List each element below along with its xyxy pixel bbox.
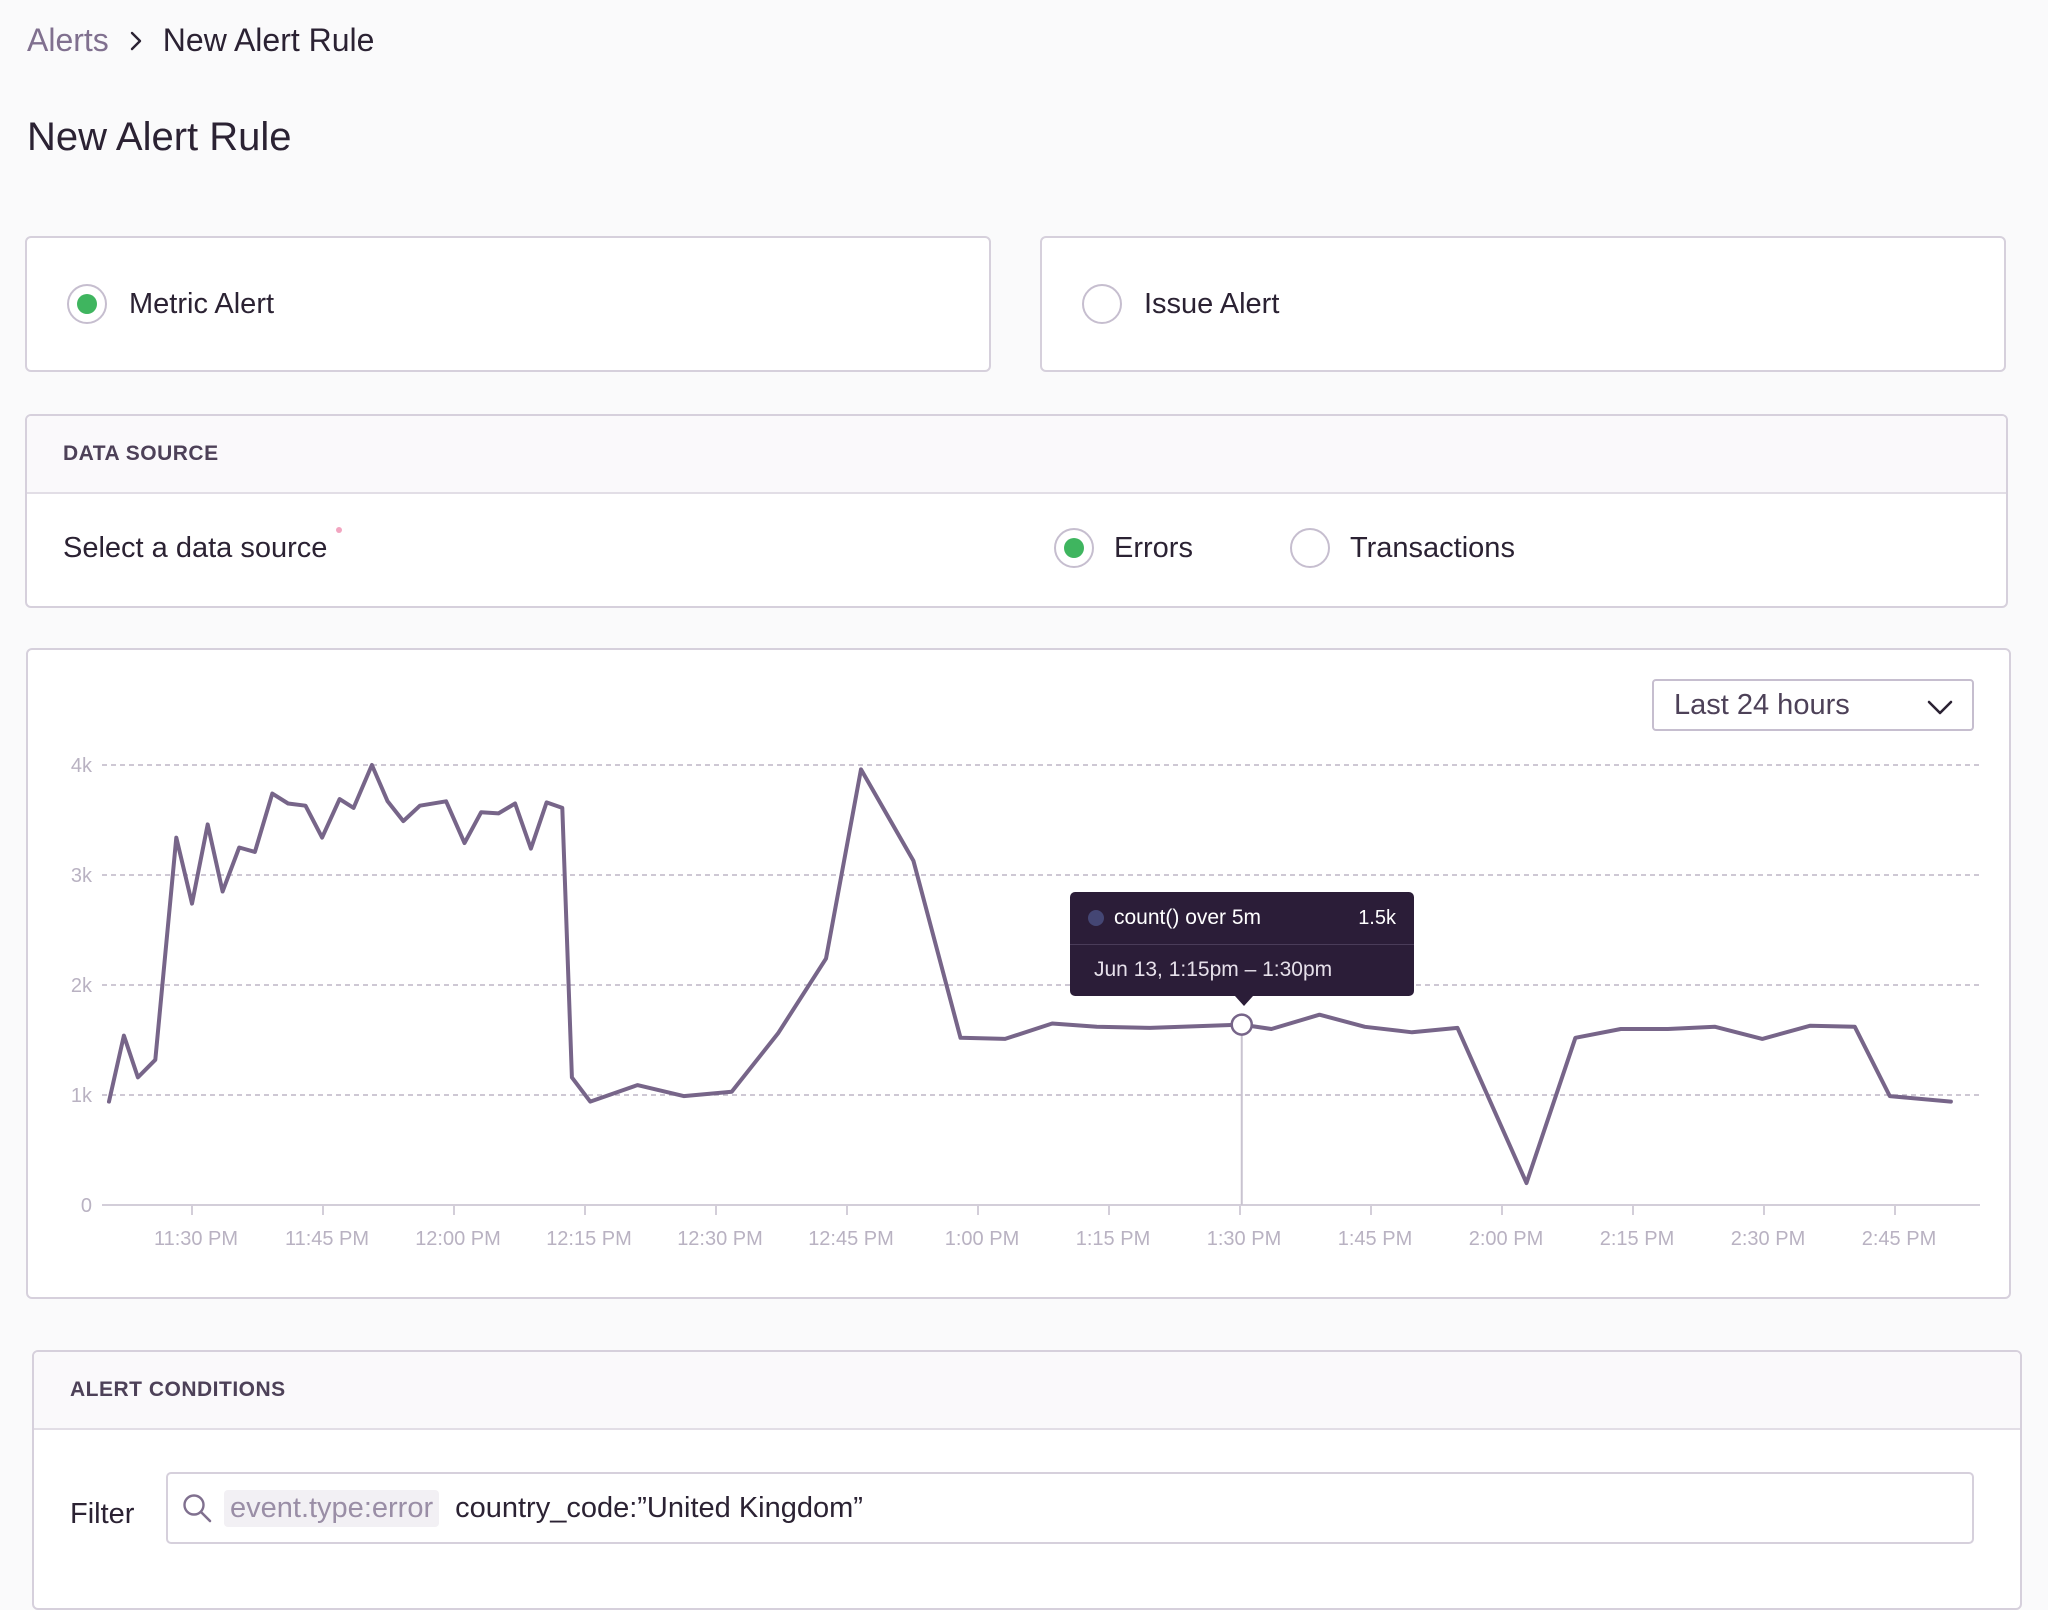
- time-range-value: Last 24 hours: [1674, 688, 1850, 721]
- x-tick-label: 2:30 PM: [1731, 1228, 1805, 1250]
- tooltip-time-range: Jun 13, 1:15pm – 1:30pm: [1094, 958, 1333, 981]
- filter-token[interactable]: event.type:error: [224, 1489, 440, 1527]
- y-tick-label: 2k: [71, 975, 93, 997]
- page-title: New Alert Rule: [27, 115, 292, 159]
- y-tick-label: 1k: [71, 1085, 93, 1107]
- x-tick-label: 11:45 PM: [285, 1228, 369, 1250]
- tooltip-series-name: count() over 5m: [1114, 906, 1262, 929]
- chart-panel: 0 1k 2k 3k 4k 11:30 PM 11:45 PM 12:00 PM 12:15 P…: [26, 648, 2011, 1299]
- radio-selected-dot: [1064, 538, 1084, 558]
- data-source-label: Select a data source: [63, 532, 328, 564]
- alert-conditions-header: ALERT CONDITIONS: [34, 1352, 2020, 1430]
- filter-query-text[interactable]: country_code:”United Kingdom”: [455, 1491, 863, 1524]
- series-color-dot: [1088, 910, 1104, 926]
- search-icon: [180, 1491, 214, 1525]
- y-tick-label: 3k: [71, 865, 93, 887]
- series-line: [107, 763, 1953, 1185]
- chart-tooltip: count() over 5m 1.5k Jun 13, 1:15pm – 1:…: [1070, 892, 1414, 1006]
- errors-option[interactable]: Errors: [1054, 528, 1193, 568]
- metric-alert-label: Metric Alert: [129, 287, 275, 320]
- metric-alert-radio[interactable]: [67, 284, 107, 324]
- issue-alert-option[interactable]: Issue Alert: [1040, 236, 2006, 372]
- breadcrumb-current: New Alert Rule: [162, 22, 375, 58]
- x-tick-label: 2:45 PM: [1862, 1228, 1936, 1250]
- errors-label: Errors: [1114, 531, 1193, 564]
- radio-selected-dot: [77, 294, 97, 314]
- filter-search-input[interactable]: event.type:error country_code:”United Ki…: [166, 1472, 1974, 1544]
- issue-alert-radio[interactable]: [1082, 284, 1122, 324]
- x-tick-label: 12:30 PM: [677, 1228, 763, 1250]
- filter-label: Filter: [70, 1498, 135, 1530]
- x-tick-label: 1:45 PM: [1338, 1228, 1412, 1250]
- x-tick-label: 1:30 PM: [1207, 1228, 1281, 1250]
- x-tick-label: 12:00 PM: [415, 1228, 501, 1250]
- metric-alert-option[interactable]: Metric Alert: [25, 236, 991, 372]
- transactions-label: Transactions: [1350, 531, 1515, 564]
- tooltip-arrow: [1235, 996, 1253, 1006]
- issue-alert-label: Issue Alert: [1144, 287, 1280, 320]
- x-tick-label: 1:00 PM: [945, 1228, 1019, 1250]
- x-tick-label: 2:00 PM: [1469, 1228, 1543, 1250]
- x-tick-label: 2:15 PM: [1600, 1228, 1674, 1250]
- chevron-right-icon: [129, 30, 143, 52]
- tooltip-value: 1.5k: [1358, 906, 1396, 929]
- x-tick-label: 12:15 PM: [546, 1228, 632, 1250]
- chevron-down-icon: [1926, 693, 1954, 726]
- y-tick-label: 0: [81, 1195, 92, 1217]
- y-tick-label: 4k: [71, 755, 93, 777]
- transactions-option[interactable]: Transactions: [1290, 528, 1515, 568]
- x-tick-label: 12:45 PM: [808, 1228, 894, 1250]
- alert-conditions-panel: ALERT CONDITIONS Filter event.type:error…: [32, 1350, 2022, 1610]
- transactions-radio[interactable]: [1290, 528, 1330, 568]
- x-tick-label: 1:15 PM: [1076, 1228, 1150, 1250]
- time-range-select[interactable]: Last 24 hours: [1652, 679, 1974, 731]
- breadcrumb: Alerts New Alert Rule: [27, 22, 374, 59]
- tooltip-divider: [1070, 944, 1414, 945]
- errors-radio[interactable]: [1054, 528, 1094, 568]
- required-indicator: [336, 527, 342, 533]
- highlighted-data-point: [1230, 1013, 1253, 1036]
- data-source-header: DATA SOURCE: [27, 416, 2006, 494]
- x-tick-label: 11:30 PM: [154, 1228, 238, 1250]
- line-chart: 0 1k 2k 3k 4k 11:30 PM 11:45 PM 12:00 PM 12:15 P…: [71, 755, 1980, 1250]
- breadcrumb-alerts-link[interactable]: Alerts: [27, 22, 109, 58]
- data-source-panel: DATA SOURCE Select a data source Errors …: [25, 414, 2008, 608]
